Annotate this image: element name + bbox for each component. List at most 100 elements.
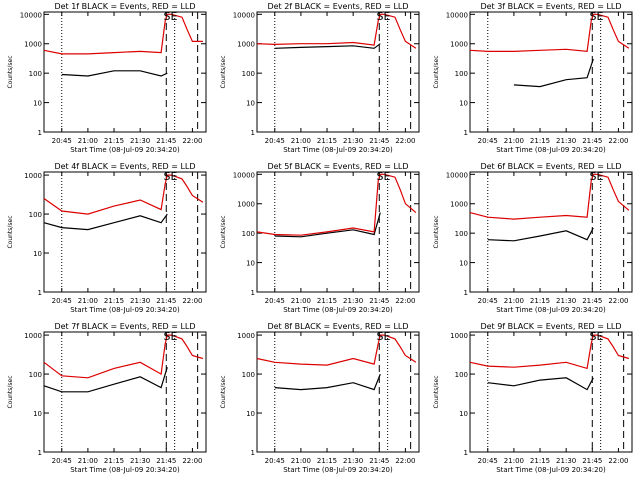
events-series-line — [61, 70, 168, 77]
detector-chart: Det 8f BLACK = Events, RED = LLD 1 10 100 10… — [220, 322, 420, 474]
x-tick-label: 21:45 — [156, 297, 176, 305]
x-tick-label: 21:15 — [317, 457, 337, 465]
lld-series-line — [469, 334, 630, 370]
chart-title: Det 1f BLACK = Events, RED = LLD — [54, 2, 195, 11]
x-axis-label: Start Time (08-Jul-09 20:34:20) — [70, 466, 180, 474]
detector-panel: Det 5f BLACK = Events, RED = LLD 1 10 100 10… — [213, 160, 426, 320]
chart-title: Det 2f BLACK = Events, RED = LLD — [267, 2, 408, 11]
plot-frame — [469, 11, 633, 133]
x-tick-label: 22:00 — [395, 137, 415, 145]
x-axis-label: Start Time (08-Jul-09 20:34:20) — [70, 306, 180, 314]
y-tick-label: 100 — [242, 371, 255, 379]
detector-chart: Det 1f BLACK = Events, RED = LLD 1 10 100 10… — [7, 2, 207, 154]
x-axis-label: Start Time (08-Jul-09 20:34:20) — [496, 146, 606, 154]
x-tick-label: 21:00 — [291, 137, 311, 145]
x-tick-label: 20:45 — [265, 457, 285, 465]
y-tick-label: 1000 — [450, 332, 468, 340]
y-tick-label: 100 — [29, 371, 42, 379]
detector-chart: Det 3f BLACK = Events, RED = LLD 1 10 100 10… — [433, 2, 633, 154]
y-tick-label: 1000 — [450, 41, 468, 49]
plot-frame — [43, 331, 207, 453]
x-tick-label: 22:00 — [608, 137, 628, 145]
x-tick-label: 21:15 — [104, 457, 124, 465]
y-tick-label: 1000 — [237, 201, 255, 209]
se-marker-label: SE — [376, 10, 390, 23]
x-tick-label: 20:45 — [52, 137, 72, 145]
x-tick-label: 22:00 — [182, 297, 202, 305]
y-tick-label: 10 — [459, 410, 468, 418]
y-axis-label: Counts/sec — [7, 55, 14, 88]
chart-title: Det 5f BLACK = Events, RED = LLD — [267, 162, 408, 171]
y-tick-label: 10 — [459, 100, 468, 108]
se-marker-label: SE — [589, 10, 603, 23]
chart-title: Det 3f BLACK = Events, RED = LLD — [480, 2, 621, 11]
x-tick-label: 21:45 — [156, 457, 176, 465]
x-tick-label: 21:30 — [343, 137, 363, 145]
events-series-line — [274, 43, 381, 49]
x-tick-label: 21:45 — [369, 297, 389, 305]
x-tick-label: 22:00 — [182, 457, 202, 465]
x-tick-label: 21:00 — [291, 297, 311, 305]
plot-frame — [256, 331, 420, 453]
y-tick-label: 1 — [251, 129, 255, 137]
x-tick-label: 21:30 — [556, 457, 576, 465]
lld-series-line — [43, 13, 203, 55]
x-tick-label: 21:30 — [130, 297, 150, 305]
events-series-line — [487, 377, 594, 391]
y-axis-label: Counts/sec — [220, 215, 227, 248]
plot-frame — [469, 331, 633, 453]
y-tick-label: 10000 — [233, 171, 255, 179]
x-tick-label: 20:45 — [52, 297, 72, 305]
x-tick-label: 21:15 — [530, 297, 550, 305]
y-tick-label: 10 — [459, 260, 468, 268]
plot-frame — [256, 11, 420, 133]
lld-series-line — [256, 173, 417, 236]
events-series-line — [487, 227, 594, 242]
y-axis-label: Counts/sec — [433, 215, 440, 248]
chart-title: Det 7f BLACK = Events, RED = LLD — [54, 322, 195, 331]
events-series-line — [513, 58, 594, 88]
y-tick-label: 100 — [29, 211, 42, 219]
x-axis-label: Start Time (08-Jul-09 20:34:20) — [283, 146, 393, 154]
y-axis-label: Counts/sec — [7, 215, 14, 248]
x-tick-label: 21:00 — [78, 297, 98, 305]
detector-panel: Det 8f BLACK = Events, RED = LLD 1 10 100 10… — [213, 320, 426, 480]
x-tick-label: 21:00 — [291, 457, 311, 465]
x-tick-label: 20:45 — [265, 137, 285, 145]
y-axis-label: Counts/sec — [220, 375, 227, 408]
y-tick-label: 1 — [38, 289, 42, 297]
y-tick-label: 10000 — [446, 11, 468, 19]
x-tick-label: 20:45 — [478, 137, 498, 145]
x-tick-label: 21:30 — [343, 457, 363, 465]
x-tick-label: 21:00 — [504, 297, 524, 305]
lld-series-line — [43, 174, 204, 215]
y-tick-label: 10 — [246, 260, 255, 268]
plot-frame — [469, 171, 633, 293]
detector-chart: Det 2f BLACK = Events, RED = LLD 1 10 100 10… — [220, 2, 420, 154]
x-tick-label: 20:45 — [52, 457, 72, 465]
x-tick-label: 21:15 — [104, 137, 124, 145]
y-tick-label: 1 — [251, 289, 255, 297]
x-axis-label: Start Time (08-Jul-09 20:34:20) — [496, 306, 606, 314]
se-marker-label: SE — [163, 330, 177, 343]
y-tick-label: 1 — [464, 449, 468, 457]
se-marker-label: SE — [376, 170, 390, 183]
x-tick-label: 20:45 — [478, 297, 498, 305]
detector-panel: Det 1f BLACK = Events, RED = LLD 1 10 100 10… — [0, 0, 213, 160]
y-axis-label: Counts/sec — [7, 375, 14, 408]
y-tick-label: 1000 — [24, 332, 42, 340]
lld-series-line — [256, 334, 417, 366]
x-axis-label: Start Time (08-Jul-09 20:34:20) — [283, 306, 393, 314]
x-tick-label: 21:45 — [582, 137, 602, 145]
x-tick-label: 21:45 — [369, 137, 389, 145]
x-tick-label: 21:15 — [104, 297, 124, 305]
y-tick-label: 1000 — [450, 201, 468, 209]
x-tick-label: 21:45 — [369, 457, 389, 465]
lld-series-line — [469, 13, 630, 53]
se-marker-label: SE — [163, 10, 177, 23]
detector-chart: Det 9f BLACK = Events, RED = LLD 1 10 100 10… — [433, 322, 633, 474]
detector-panel: Det 6f BLACK = Events, RED = LLD 1 10 100 10… — [426, 160, 639, 320]
se-marker-label: SE — [589, 170, 603, 183]
y-tick-label: 1 — [38, 129, 42, 137]
